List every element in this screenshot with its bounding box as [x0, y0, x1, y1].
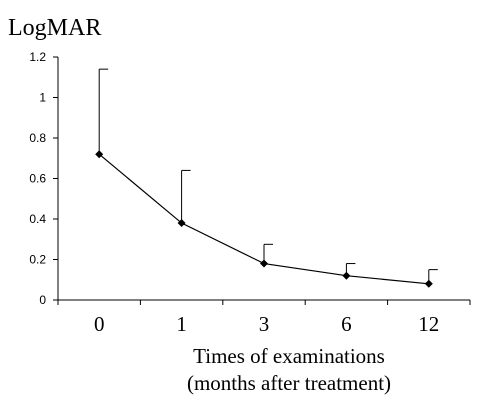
x-tick-label: 1	[176, 312, 187, 336]
data-point	[260, 259, 268, 268]
y-tick-label: 0	[39, 293, 46, 307]
y-axis-label: LogMAR	[8, 15, 101, 41]
x-tick-label: 6	[341, 312, 352, 336]
error-bars	[98, 68, 438, 284]
y-axis: 0 0.2 0.4 0.6 0.8 1 1.2	[29, 50, 58, 307]
data-point	[342, 271, 351, 280]
x-axis: 0 1 3 6 12	[57, 300, 471, 336]
data-point	[177, 219, 186, 228]
y-tick-label: 1	[39, 91, 46, 105]
data-point	[95, 150, 104, 159]
data-point	[424, 279, 433, 288]
x-tick-label: 12	[418, 312, 439, 336]
y-tick-label: 0.6	[29, 172, 46, 186]
x-axis-label-line2: (months after treatment)	[187, 371, 391, 395]
y-tick-label: 0.2	[29, 253, 46, 267]
x-axis-label-line1: Times of examinations	[193, 344, 385, 368]
y-tick-label: 1.2	[29, 50, 46, 64]
x-tick-label: 0	[94, 312, 105, 336]
x-tick-label: 3	[259, 312, 270, 336]
y-tick-label: 0.4	[29, 212, 46, 226]
data-points	[95, 150, 433, 288]
y-tick-label: 0.8	[29, 131, 46, 145]
